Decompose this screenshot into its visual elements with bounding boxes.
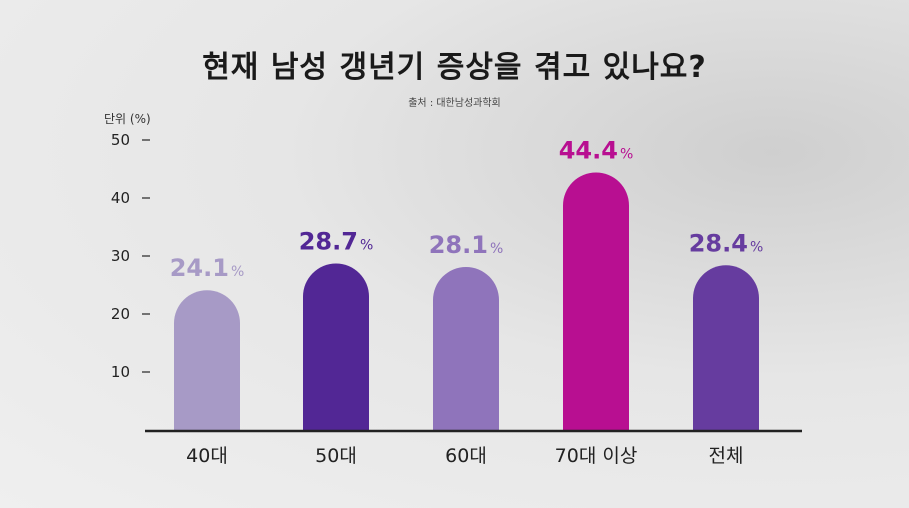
- data-label-value: 28.1: [429, 231, 488, 259]
- y-tick-label: 20: [111, 305, 130, 323]
- bar-3: [433, 267, 499, 430]
- data-label-unit: %: [750, 239, 763, 255]
- bar-2: [303, 263, 369, 430]
- data-label-3: 28.1%: [429, 231, 504, 259]
- data-label-5: 28.4%: [689, 229, 764, 257]
- chart-title: 현재 남성 갱년기 증상을 겪고 있나요?: [202, 50, 707, 85]
- data-label-1: 24.1%: [170, 254, 245, 282]
- x-tick-label: 70대 이상: [555, 445, 638, 467]
- x-tick-label: 40대: [186, 445, 228, 467]
- data-label-2: 28.7%: [299, 228, 374, 256]
- y-tick-label: 10: [111, 363, 130, 381]
- bar-1: [174, 290, 240, 430]
- y-tick-label: 50: [111, 131, 130, 149]
- data-label-value: 24.1: [170, 254, 229, 282]
- data-label-value: 44.4: [559, 136, 618, 164]
- data-label-unit: %: [490, 241, 503, 257]
- data-label-value: 28.4: [689, 229, 748, 257]
- data-label-unit: %: [231, 264, 244, 280]
- data-label-unit: %: [360, 238, 373, 254]
- data-label-value: 28.7: [299, 228, 358, 256]
- data-label-4: 44.4%: [559, 136, 634, 164]
- unit-label: 단위 (%): [104, 112, 151, 126]
- bar-5: [693, 265, 759, 430]
- x-tick-label: 60대: [445, 445, 487, 467]
- x-tick-label: 50대: [315, 445, 357, 467]
- data-label-unit: %: [620, 146, 633, 162]
- x-tick-label: 전체: [709, 445, 744, 467]
- y-tick-label: 30: [111, 247, 130, 265]
- bar-4: [563, 172, 629, 430]
- source-note: 출처 : 대한남성과학회: [408, 98, 501, 109]
- y-tick-label: 40: [111, 189, 130, 207]
